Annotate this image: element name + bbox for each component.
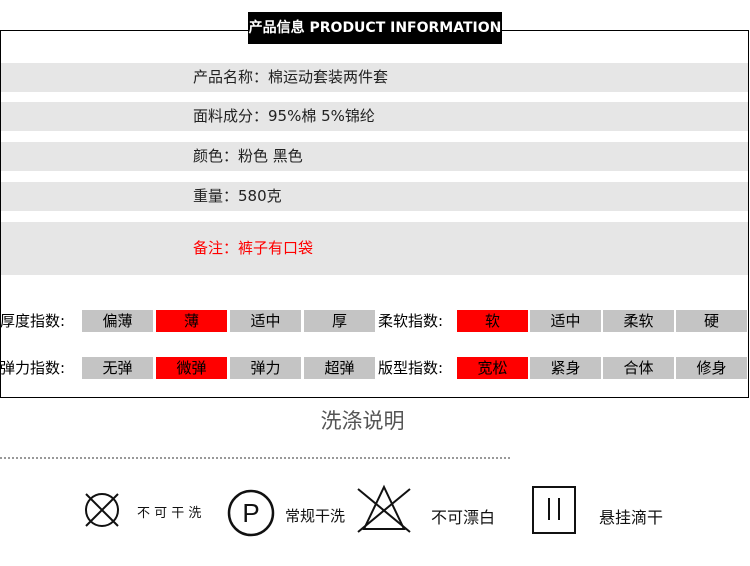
wash-label: 不可漂白	[431, 508, 496, 527]
wash-label: 常规干洗	[285, 507, 346, 525]
no-bleach-icon	[357, 484, 411, 533]
no-wash-icon	[85, 493, 119, 527]
index-option: 宽松	[457, 357, 528, 379]
index-option: 硬	[676, 310, 747, 332]
index-option: 紧身	[530, 357, 601, 379]
index-option: 适中	[230, 310, 301, 332]
dotted-divider	[0, 457, 510, 459]
svg-text:P: P	[242, 498, 259, 528]
info-row: 面料成分：95%棉 5%锦纶	[1, 102, 748, 131]
index-option: 修身	[676, 357, 747, 379]
section-title: 产品信息 PRODUCT INFORMATION	[248, 12, 502, 44]
index-option: 超弹	[304, 357, 375, 379]
info-row-note: 备注：裤子有口袋	[1, 222, 748, 275]
index-option: 软	[457, 310, 528, 332]
index-option: 合体	[603, 357, 674, 379]
wash-label: 悬挂滴干	[599, 508, 664, 527]
index-option: 薄	[156, 310, 227, 332]
index-option: 偏薄	[82, 310, 153, 332]
wash-label: 不 可 干 洗	[137, 506, 202, 521]
info-text: 重量：580克	[193, 187, 282, 205]
index-label: 柔软指数:	[378, 312, 444, 330]
index-option: 无弹	[82, 357, 153, 379]
index-label: 版型指数:	[378, 359, 444, 377]
index-label: 弹力指数:	[0, 359, 66, 377]
info-text: 面料成分：95%棉 5%锦纶	[193, 107, 375, 125]
index-option: 柔软	[603, 310, 674, 332]
index-label: 厚度指数:	[0, 312, 66, 330]
info-text: 产品名称：棉运动套装两件套	[193, 68, 389, 86]
info-text: 颜色：粉色 黑色	[193, 147, 303, 165]
info-row: 颜色：粉色 黑色	[1, 142, 748, 171]
info-row: 产品名称：棉运动套装两件套	[1, 63, 748, 92]
dry-clean-p-icon: P	[227, 489, 275, 537]
index-option: 厚	[304, 310, 375, 332]
note-text: 备注：裤子有口袋	[193, 239, 314, 257]
info-row: 重量：580克	[1, 182, 748, 211]
drip-dry-icon	[532, 486, 576, 534]
index-option: 适中	[530, 310, 601, 332]
index-option: 微弹	[156, 357, 227, 379]
wash-title: 洗涤说明	[320, 409, 405, 433]
index-option: 弹力	[230, 357, 301, 379]
